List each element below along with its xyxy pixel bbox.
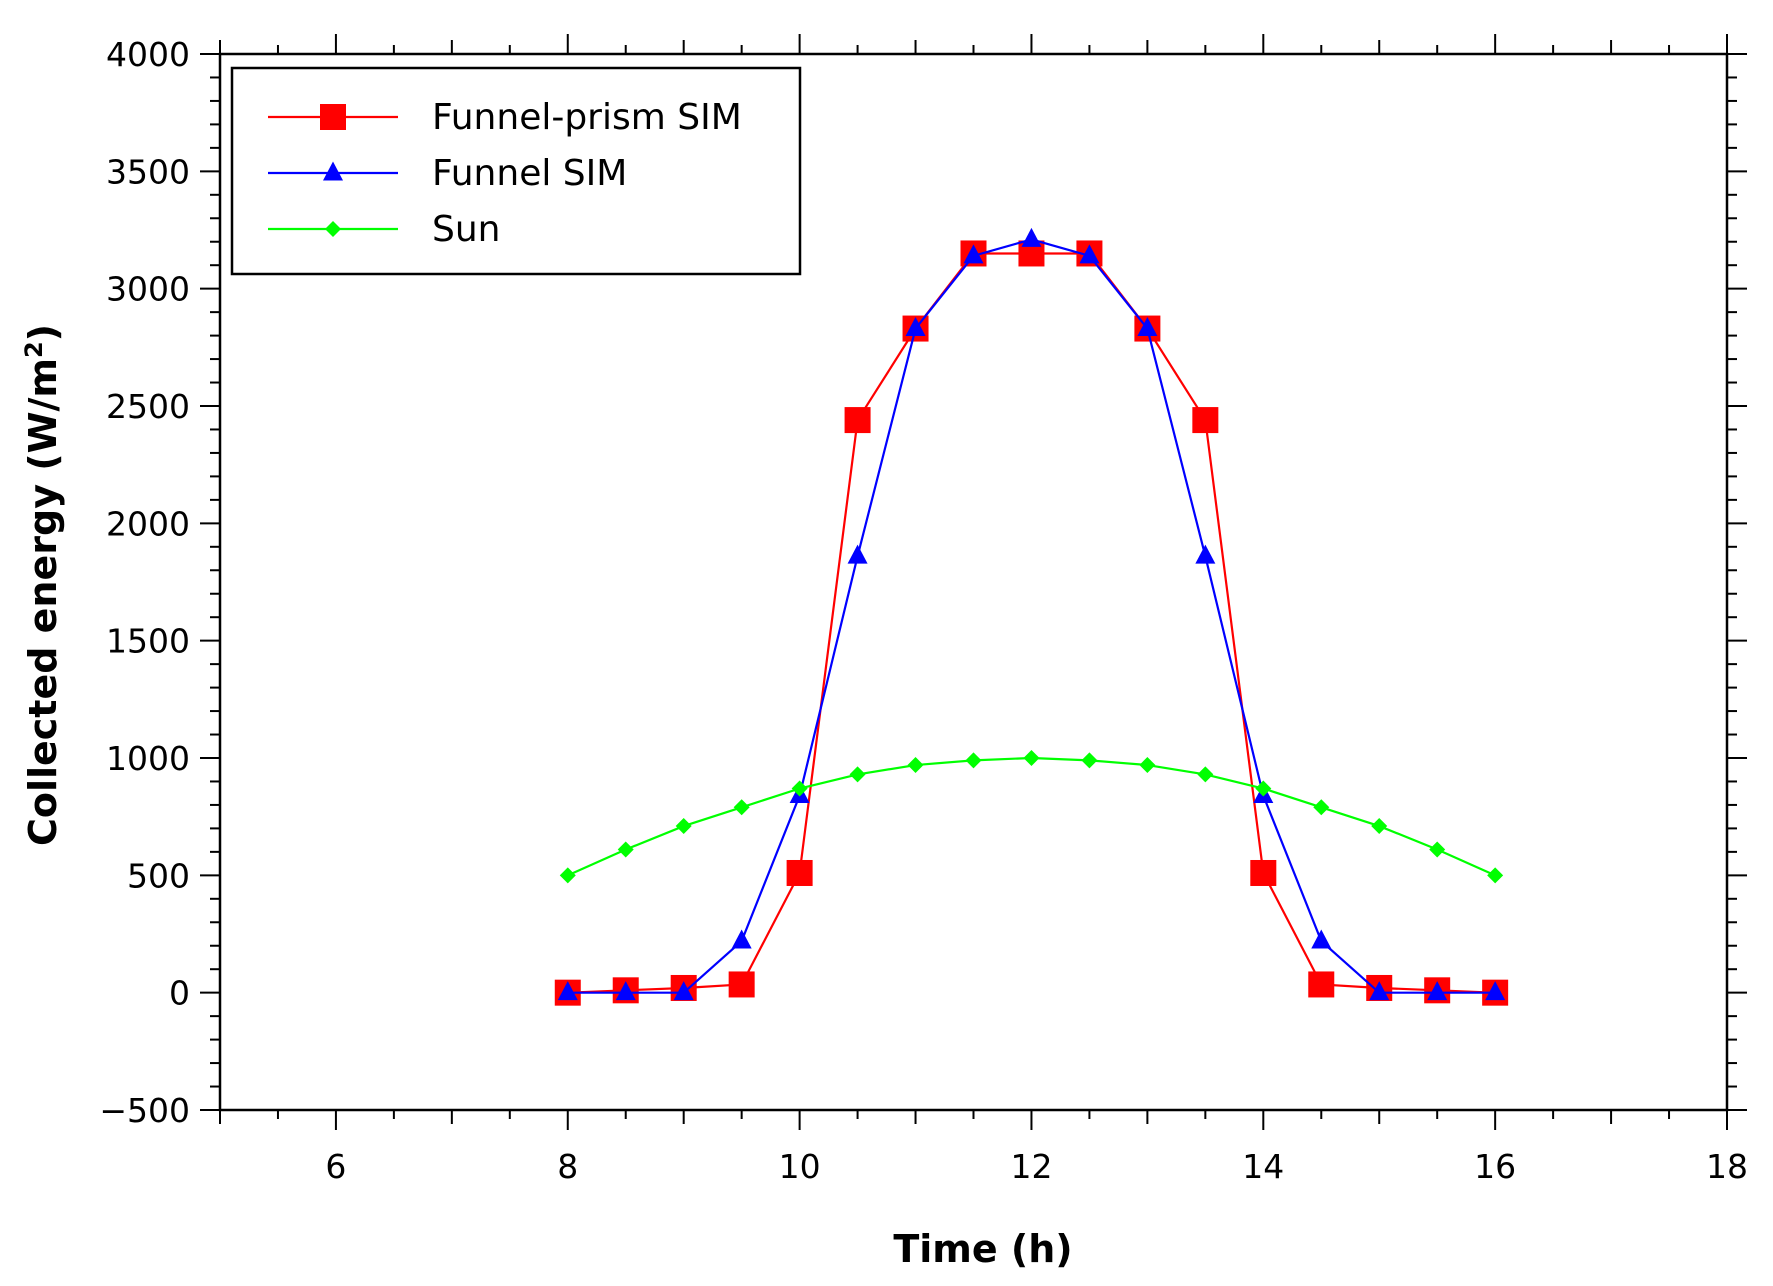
data-point-sun — [1081, 752, 1098, 769]
y-tick-label: 3000 — [106, 270, 190, 309]
y-axis-title-main: Collected energy (W/m — [21, 358, 65, 846]
data-point-funnel-prism-sim — [1250, 859, 1277, 886]
legend-label: Funnel SIM — [432, 153, 627, 194]
legend: Funnel-prism SIM Funnel SIM Sun — [230, 66, 802, 276]
x-tick-label: 12 — [1010, 1147, 1052, 1186]
x-tick-label: 18 — [1706, 1147, 1748, 1186]
data-point-funnel-sim — [615, 981, 636, 1001]
legend-marker — [323, 161, 343, 181]
data-point-funnel-prism-sim — [786, 859, 813, 886]
x-axis-title: Time (h) — [893, 1227, 1072, 1271]
data-point-funnel-prism-sim — [844, 407, 871, 434]
data-point-funnel-prism-sim — [728, 971, 755, 998]
plot-frame — [218, 52, 1729, 1112]
data-point-funnel-sim — [1311, 929, 1332, 949]
y-tick-label: 2500 — [106, 387, 190, 426]
data-point-sun — [1255, 780, 1272, 797]
data-point-funnel-sim — [905, 317, 926, 337]
x-tick-label: 14 — [1242, 1147, 1284, 1186]
data-point-funnel-sim — [1485, 981, 1506, 1001]
y-tick-label: 0 — [169, 974, 190, 1013]
legend-entries: Funnel-prism SIM Funnel SIM Sun — [268, 97, 742, 250]
data-point-funnel-prism-sim — [1308, 971, 1335, 998]
data-point-sun — [1197, 766, 1214, 783]
data-point-funnel-sim — [673, 981, 694, 1001]
x-tick-label: 10 — [779, 1147, 821, 1186]
x-tick-label: 8 — [557, 1147, 578, 1186]
tick-labels: 6 8 10 12 14 16 18 −500 0 500 1000 1500 2000 2500 3000… — [99, 35, 1748, 1186]
data-point-sun — [1371, 818, 1388, 835]
series-sun — [559, 750, 1504, 884]
data-point-sun — [1429, 841, 1446, 858]
y-tick-label: −500 — [99, 1091, 190, 1130]
data-point-sun — [1023, 750, 1040, 766]
data-point-sun — [965, 752, 982, 769]
data-point-sun — [675, 818, 692, 835]
data-point-sun — [1139, 757, 1156, 774]
y-tick-label: 500 — [127, 856, 190, 895]
data-point-sun — [1313, 799, 1330, 816]
tick-marks — [200, 34, 1747, 1130]
y-tick-label: 4000 — [106, 35, 190, 74]
data-point-sun — [559, 867, 576, 884]
data-point-sun — [849, 766, 866, 783]
y-tick-label: 1500 — [106, 622, 190, 661]
legend-marker — [320, 104, 346, 130]
y-tick-label: 3500 — [106, 152, 190, 191]
data-point-funnel-sim — [731, 929, 752, 949]
data-point-funnel-sim — [1137, 317, 1158, 337]
legend-marker — [325, 221, 341, 237]
data-point-funnel-sim — [1079, 244, 1100, 264]
y-tick-label: 1000 — [106, 739, 190, 778]
data-point-sun — [791, 780, 808, 797]
data-point-funnel-sim — [1369, 981, 1390, 1001]
y-axis-title: Collected energy (W/m2) — [20, 324, 65, 846]
data-point-funnel-sim — [963, 244, 984, 264]
y-tick-label: 2000 — [106, 504, 190, 543]
x-tick-label: 6 — [325, 1147, 346, 1186]
data-point-funnel-sim — [557, 981, 578, 1001]
legend-label: Sun — [432, 209, 500, 250]
data-point-sun — [733, 799, 750, 816]
legend-label: Funnel-prism SIM — [432, 97, 742, 138]
y-axis-title-end: ) — [21, 324, 65, 341]
data-point-sun — [1487, 867, 1504, 884]
data-point-funnel-sim — [1427, 981, 1448, 1001]
x-tick-label: 16 — [1474, 1147, 1516, 1186]
data-point-funnel-sim — [847, 544, 868, 564]
data-point-sun — [907, 757, 924, 774]
y-axis-title-superscript: 2 — [20, 341, 48, 358]
data-point-funnel-prism-sim — [1192, 407, 1219, 434]
data-point-funnel-sim — [1021, 227, 1042, 247]
data-point-sun — [617, 841, 634, 858]
series-layer — [554, 227, 1509, 1006]
legend-box — [230, 66, 802, 276]
data-point-funnel-sim — [1195, 544, 1216, 564]
